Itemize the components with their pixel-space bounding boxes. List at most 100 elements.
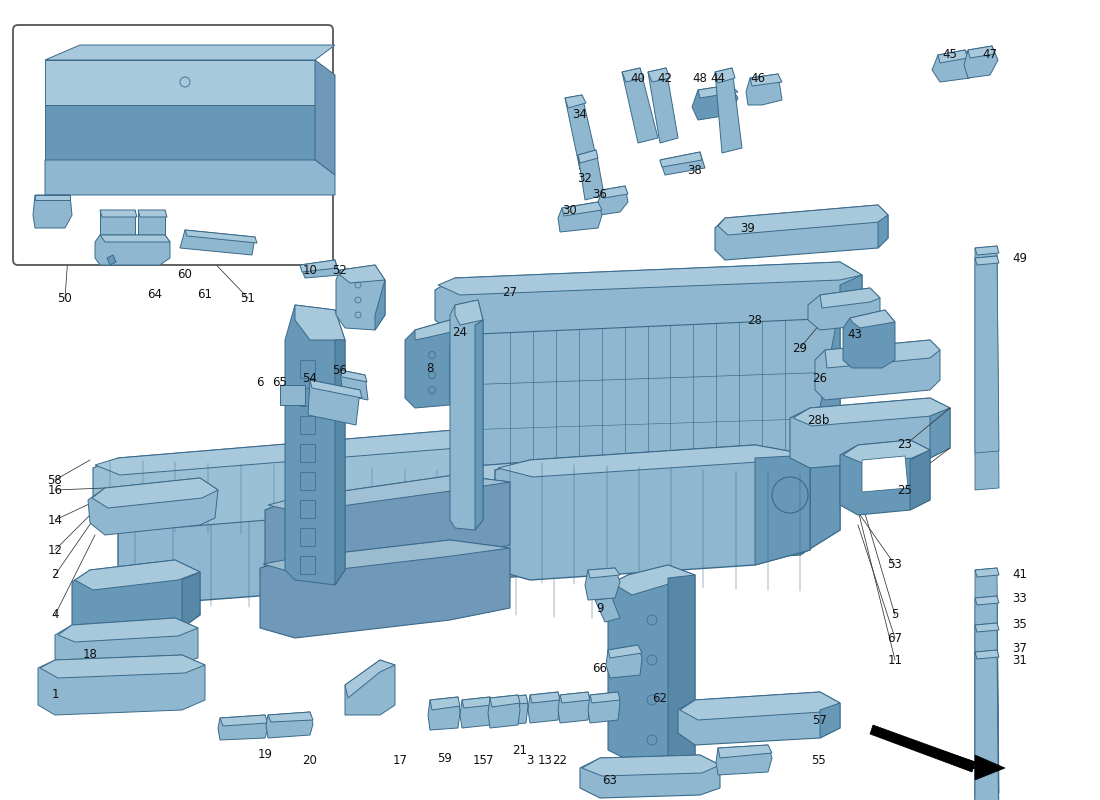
Polygon shape [608,565,695,770]
Text: 62: 62 [652,691,668,705]
Text: 60: 60 [177,269,192,282]
Polygon shape [455,300,483,325]
Polygon shape [843,440,930,463]
Polygon shape [45,160,336,195]
Polygon shape [308,380,360,425]
Polygon shape [975,650,999,800]
Polygon shape [95,430,480,475]
Text: 51: 51 [241,291,255,305]
Text: 30: 30 [562,203,578,217]
Text: 25: 25 [898,483,912,497]
Polygon shape [612,565,695,595]
Polygon shape [495,445,810,580]
Polygon shape [715,205,888,260]
Polygon shape [39,655,205,715]
Polygon shape [180,230,255,255]
Polygon shape [300,416,315,434]
Polygon shape [345,660,395,698]
Polygon shape [800,305,840,555]
Text: 3: 3 [526,754,534,766]
Polygon shape [582,755,720,776]
Polygon shape [660,152,702,167]
Polygon shape [580,755,720,798]
Text: 53: 53 [888,558,902,571]
Polygon shape [100,210,138,217]
Polygon shape [300,500,315,518]
Polygon shape [588,568,620,578]
Polygon shape [975,246,999,490]
Polygon shape [578,150,598,163]
Polygon shape [92,478,218,508]
Polygon shape [185,230,257,243]
Text: 10: 10 [302,263,318,277]
Polygon shape [528,692,560,723]
Polygon shape [72,560,200,638]
Polygon shape [680,692,840,720]
Text: 36: 36 [593,189,607,202]
Text: 28: 28 [748,314,762,326]
Text: eBay: eBay [451,395,649,465]
Polygon shape [405,320,460,408]
Polygon shape [975,568,999,577]
Polygon shape [460,697,492,728]
Polygon shape [300,528,315,546]
Polygon shape [45,45,336,60]
Text: 33: 33 [1013,591,1027,605]
Text: 58: 58 [47,474,63,486]
Polygon shape [608,645,642,658]
Polygon shape [560,692,590,703]
Text: 32: 32 [578,171,593,185]
Polygon shape [498,695,528,706]
Text: 44: 44 [711,71,726,85]
Polygon shape [300,556,315,574]
Polygon shape [715,68,735,83]
Polygon shape [585,568,620,600]
Polygon shape [862,456,907,492]
Polygon shape [840,440,929,515]
Polygon shape [428,697,460,730]
Text: 6: 6 [256,377,264,390]
Text: 2: 2 [52,569,58,582]
Polygon shape [438,262,862,295]
Polygon shape [455,440,480,505]
Polygon shape [300,472,315,490]
Polygon shape [218,715,268,740]
Polygon shape [75,560,200,590]
Polygon shape [558,202,602,232]
Polygon shape [100,235,170,242]
FancyBboxPatch shape [13,25,333,265]
Polygon shape [975,596,999,800]
Text: 1: 1 [52,689,58,702]
Polygon shape [648,68,678,143]
Polygon shape [975,256,999,265]
Polygon shape [930,408,950,458]
Polygon shape [850,310,895,328]
Polygon shape [793,398,950,426]
Polygon shape [820,703,840,738]
Text: 11: 11 [888,654,902,666]
Polygon shape [964,46,998,78]
Text: 23: 23 [898,438,912,451]
Polygon shape [578,150,604,200]
Text: 21: 21 [513,743,528,757]
Text: 35: 35 [1013,618,1027,631]
Polygon shape [285,305,345,585]
Polygon shape [475,320,483,530]
Polygon shape [530,692,560,703]
Polygon shape [825,340,940,368]
Text: 61: 61 [198,289,212,302]
Text: 42: 42 [658,71,672,85]
Polygon shape [415,320,460,340]
Polygon shape [932,50,975,82]
Polygon shape [434,262,862,335]
Polygon shape [88,478,218,535]
Polygon shape [266,712,314,738]
Text: 18: 18 [82,649,98,662]
Polygon shape [55,618,198,672]
Polygon shape [340,370,368,400]
Text: 12: 12 [47,543,63,557]
Text: 56: 56 [332,363,348,377]
Polygon shape [595,598,620,622]
Polygon shape [340,370,367,382]
Text: 57: 57 [813,714,827,726]
